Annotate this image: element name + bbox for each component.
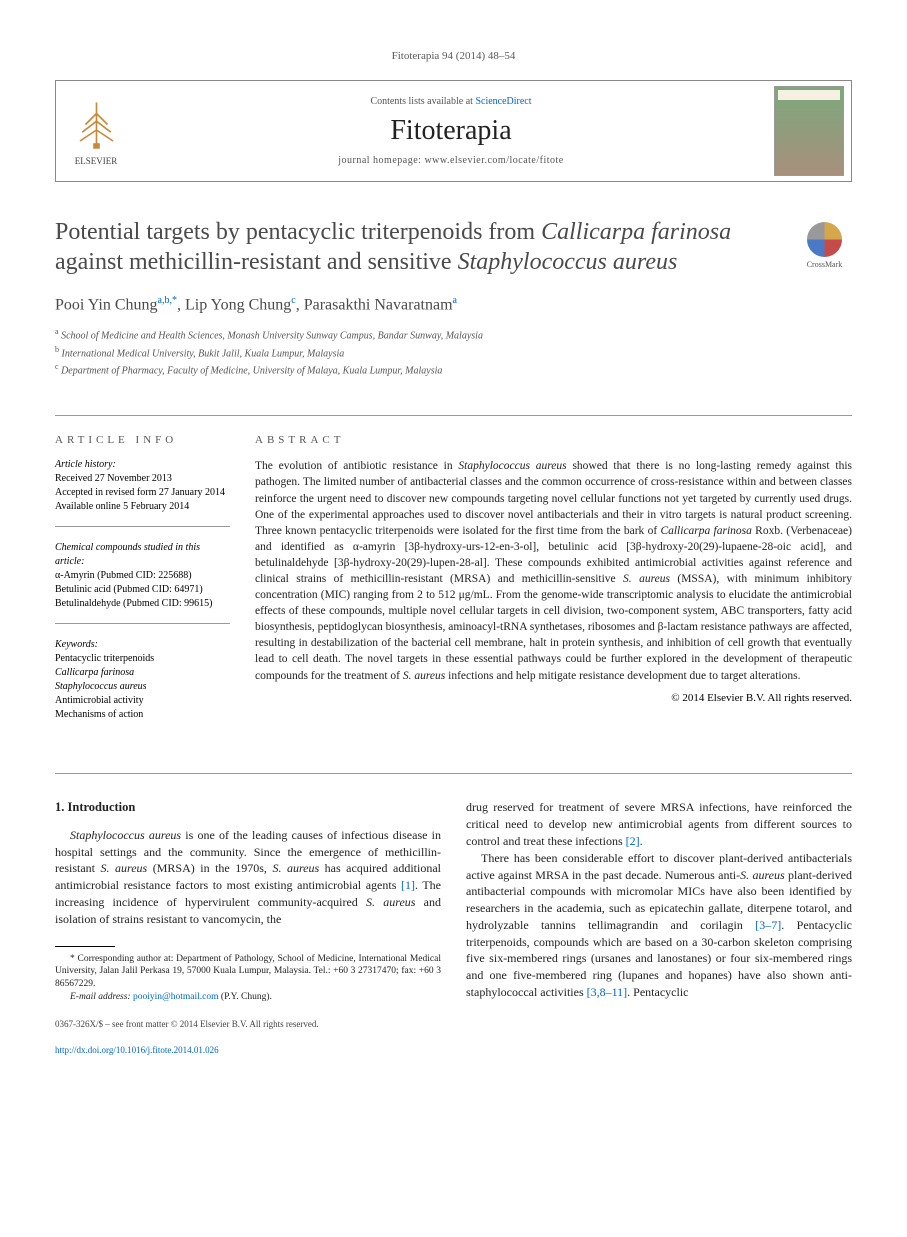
history-label: Article history: [55, 458, 230, 472]
journal-cover-block [766, 81, 851, 181]
author-list: Pooi Yin Chunga,b,*, Lip Yong Chungc, Pa… [55, 295, 777, 314]
bp-r2e: . Pentacyclic [627, 985, 688, 999]
compound-2: Betulinic acid (Pubmed CID: 64971) [55, 583, 230, 597]
keyword-2: Callicarpa farinosa [55, 666, 230, 680]
journal-title: Fitoterapia [136, 115, 766, 147]
publisher-logo-block: ELSEVIER [56, 81, 136, 181]
crossmark-label: CrossMark [797, 260, 852, 269]
abstract-copyright: © 2014 Elsevier B.V. All rights reserved… [255, 692, 852, 704]
email-link[interactable]: pooiyin@hotmail.com [131, 992, 221, 1002]
abs-p4: (MSSA), with minimum inhibitory concentr… [255, 573, 852, 682]
bp-r1b: . [640, 834, 643, 848]
elsevier-label: ELSEVIER [75, 156, 118, 166]
compound-3: Betulinaldehyde (Pubmed CID: 99615) [55, 597, 230, 611]
bp-r1a: drug reserved for treatment of severe MR… [466, 800, 852, 848]
journal-reference: Fitoterapia 94 (2014) 48–54 [55, 50, 852, 62]
homepage-line: journal homepage: www.elsevier.com/locat… [136, 155, 766, 166]
divider [55, 415, 852, 416]
keyword-3: Staphylococcus aureus [55, 680, 230, 694]
compounds-label: Chemical compounds studied in this artic… [55, 541, 230, 569]
affiliation-b-text: International Medical University, Bukit … [62, 348, 345, 359]
email-footnote: E-mail address: pooiyin@hotmail.com (P.Y… [55, 991, 441, 1004]
footnote-separator [55, 946, 115, 947]
author-1-affil: a,b, [158, 295, 172, 306]
abs-i4: S. aureus [403, 670, 445, 682]
section-1-heading: 1. Introduction [55, 799, 441, 817]
article-info-column: ARTICLE INFO Article history: Received 2… [55, 434, 255, 748]
bp-l1c: S. aureus [101, 861, 148, 875]
sciencedirect-link[interactable]: ScienceDirect [475, 96, 531, 107]
article-history-block: Article history: Received 27 November 20… [55, 458, 230, 527]
author-1: Pooi Yin Chung [55, 296, 158, 313]
abstract-text: The evolution of antibiotic resistance i… [255, 458, 852, 683]
author-3: , Parasakthi Navaratnam [296, 296, 453, 313]
email-suffix: (P.Y. Chung). [221, 992, 272, 1002]
intro-para-2-right: There has been considerable effort to di… [466, 850, 852, 1001]
affiliations: a School of Medicine and Health Sciences… [55, 326, 777, 378]
compounds-block: Chemical compounds studied in this artic… [55, 541, 230, 624]
ref-link-2[interactable]: [2] [626, 834, 640, 848]
article-title: Potential targets by pentacyclic triterp… [55, 217, 777, 277]
homepage-prefix: journal homepage: [338, 155, 424, 166]
doi-line: http://dx.doi.org/10.1016/j.fitote.2014.… [55, 1044, 441, 1057]
keyword-1: Pentacyclic triterpenoids [55, 652, 230, 666]
ref-link-3[interactable]: [3–7] [755, 918, 781, 932]
bp-l1h: S. aureus [366, 895, 415, 909]
title-part-2-italic: Callicarpa farinosa [541, 219, 731, 245]
crossmark-badge[interactable]: CrossMark [797, 222, 852, 277]
ref-link-4[interactable]: [3,8–11] [587, 985, 628, 999]
received-date: Received 27 November 2013 [55, 472, 230, 486]
body-columns: 1. Introduction Staphylococcus aureus is… [55, 799, 852, 1057]
ref-link-1[interactable]: [1] [401, 878, 415, 892]
body-column-left: 1. Introduction Staphylococcus aureus is… [55, 799, 441, 1057]
corresponding-author-footnote: * Corresponding author at: Department of… [55, 953, 441, 991]
author-3-affil: a [453, 295, 457, 306]
keyword-4: Antimicrobial activity [55, 694, 230, 708]
body-column-right: drug reserved for treatment of severe MR… [466, 799, 852, 1057]
abstract-column: ABSTRACT The evolution of antibiotic res… [255, 434, 852, 748]
elsevier-tree-icon [69, 97, 124, 152]
affiliation-c: c Department of Pharmacy, Faculty of Med… [55, 361, 777, 378]
keywords-label: Keywords: [55, 638, 230, 652]
contents-line: Contents lists available at ScienceDirec… [136, 96, 766, 107]
intro-para-1-left: Staphylococcus aureus is one of the lead… [55, 827, 441, 928]
journal-cover-thumbnail [774, 86, 844, 176]
title-part-4-italic: Staphylococcus aureus [458, 249, 678, 275]
journal-header: ELSEVIER Contents lists available at Sci… [55, 80, 852, 182]
article-info-heading: ARTICLE INFO [55, 434, 230, 446]
keywords-block: Keywords: Pentacyclic triterpenoids Call… [55, 638, 230, 734]
email-label: E-mail address: [70, 992, 131, 1002]
bp-l1d: (MRSA) in the 1970s, [147, 861, 272, 875]
affiliation-a-text: School of Medicine and Health Sciences, … [61, 331, 483, 342]
keyword-5: Mechanisms of action [55, 708, 230, 722]
bp-l1a: Staphylococcus aureus [70, 828, 181, 842]
issn-line: 0367-326X/$ – see front matter © 2014 El… [55, 1018, 441, 1031]
abs-i1: Staphylococcus aureus [458, 460, 566, 472]
doi-link[interactable]: http://dx.doi.org/10.1016/j.fitote.2014.… [55, 1045, 219, 1055]
affiliation-c-text: Department of Pharmacy, Faculty of Medic… [61, 365, 442, 376]
affiliation-a: a School of Medicine and Health Sciences… [55, 326, 777, 343]
abstract-heading: ABSTRACT [255, 434, 852, 446]
intro-para-1-right: drug reserved for treatment of severe MR… [466, 799, 852, 849]
crossmark-icon [807, 222, 842, 257]
contents-prefix: Contents lists available at [370, 96, 475, 107]
abs-i2: Callicarpa farinosa [660, 525, 751, 537]
abs-i3: S. aureus [623, 573, 670, 585]
abs-p1: The evolution of antibiotic resistance i… [255, 460, 458, 472]
accepted-date: Accepted in revised form 27 January 2014 [55, 486, 230, 500]
title-part-3: against methicillin-resistant and sensit… [55, 249, 458, 275]
compound-1: α-Amyrin (Pubmed CID: 225688) [55, 569, 230, 583]
journal-header-center: Contents lists available at ScienceDirec… [136, 81, 766, 181]
author-2: , Lip Yong Chung [177, 296, 291, 313]
title-part-1: Potential targets by pentacyclic triterp… [55, 219, 541, 245]
divider-2 [55, 773, 852, 774]
affiliation-b: b International Medical University, Buki… [55, 344, 777, 361]
online-date: Available online 5 February 2014 [55, 500, 230, 514]
abs-p5: infections and help mitigate resistance … [445, 670, 800, 682]
homepage-url[interactable]: www.elsevier.com/locate/fitote [424, 155, 563, 166]
bp-r2b: S. aureus [740, 868, 785, 882]
bp-l1e: S. aureus [272, 861, 319, 875]
